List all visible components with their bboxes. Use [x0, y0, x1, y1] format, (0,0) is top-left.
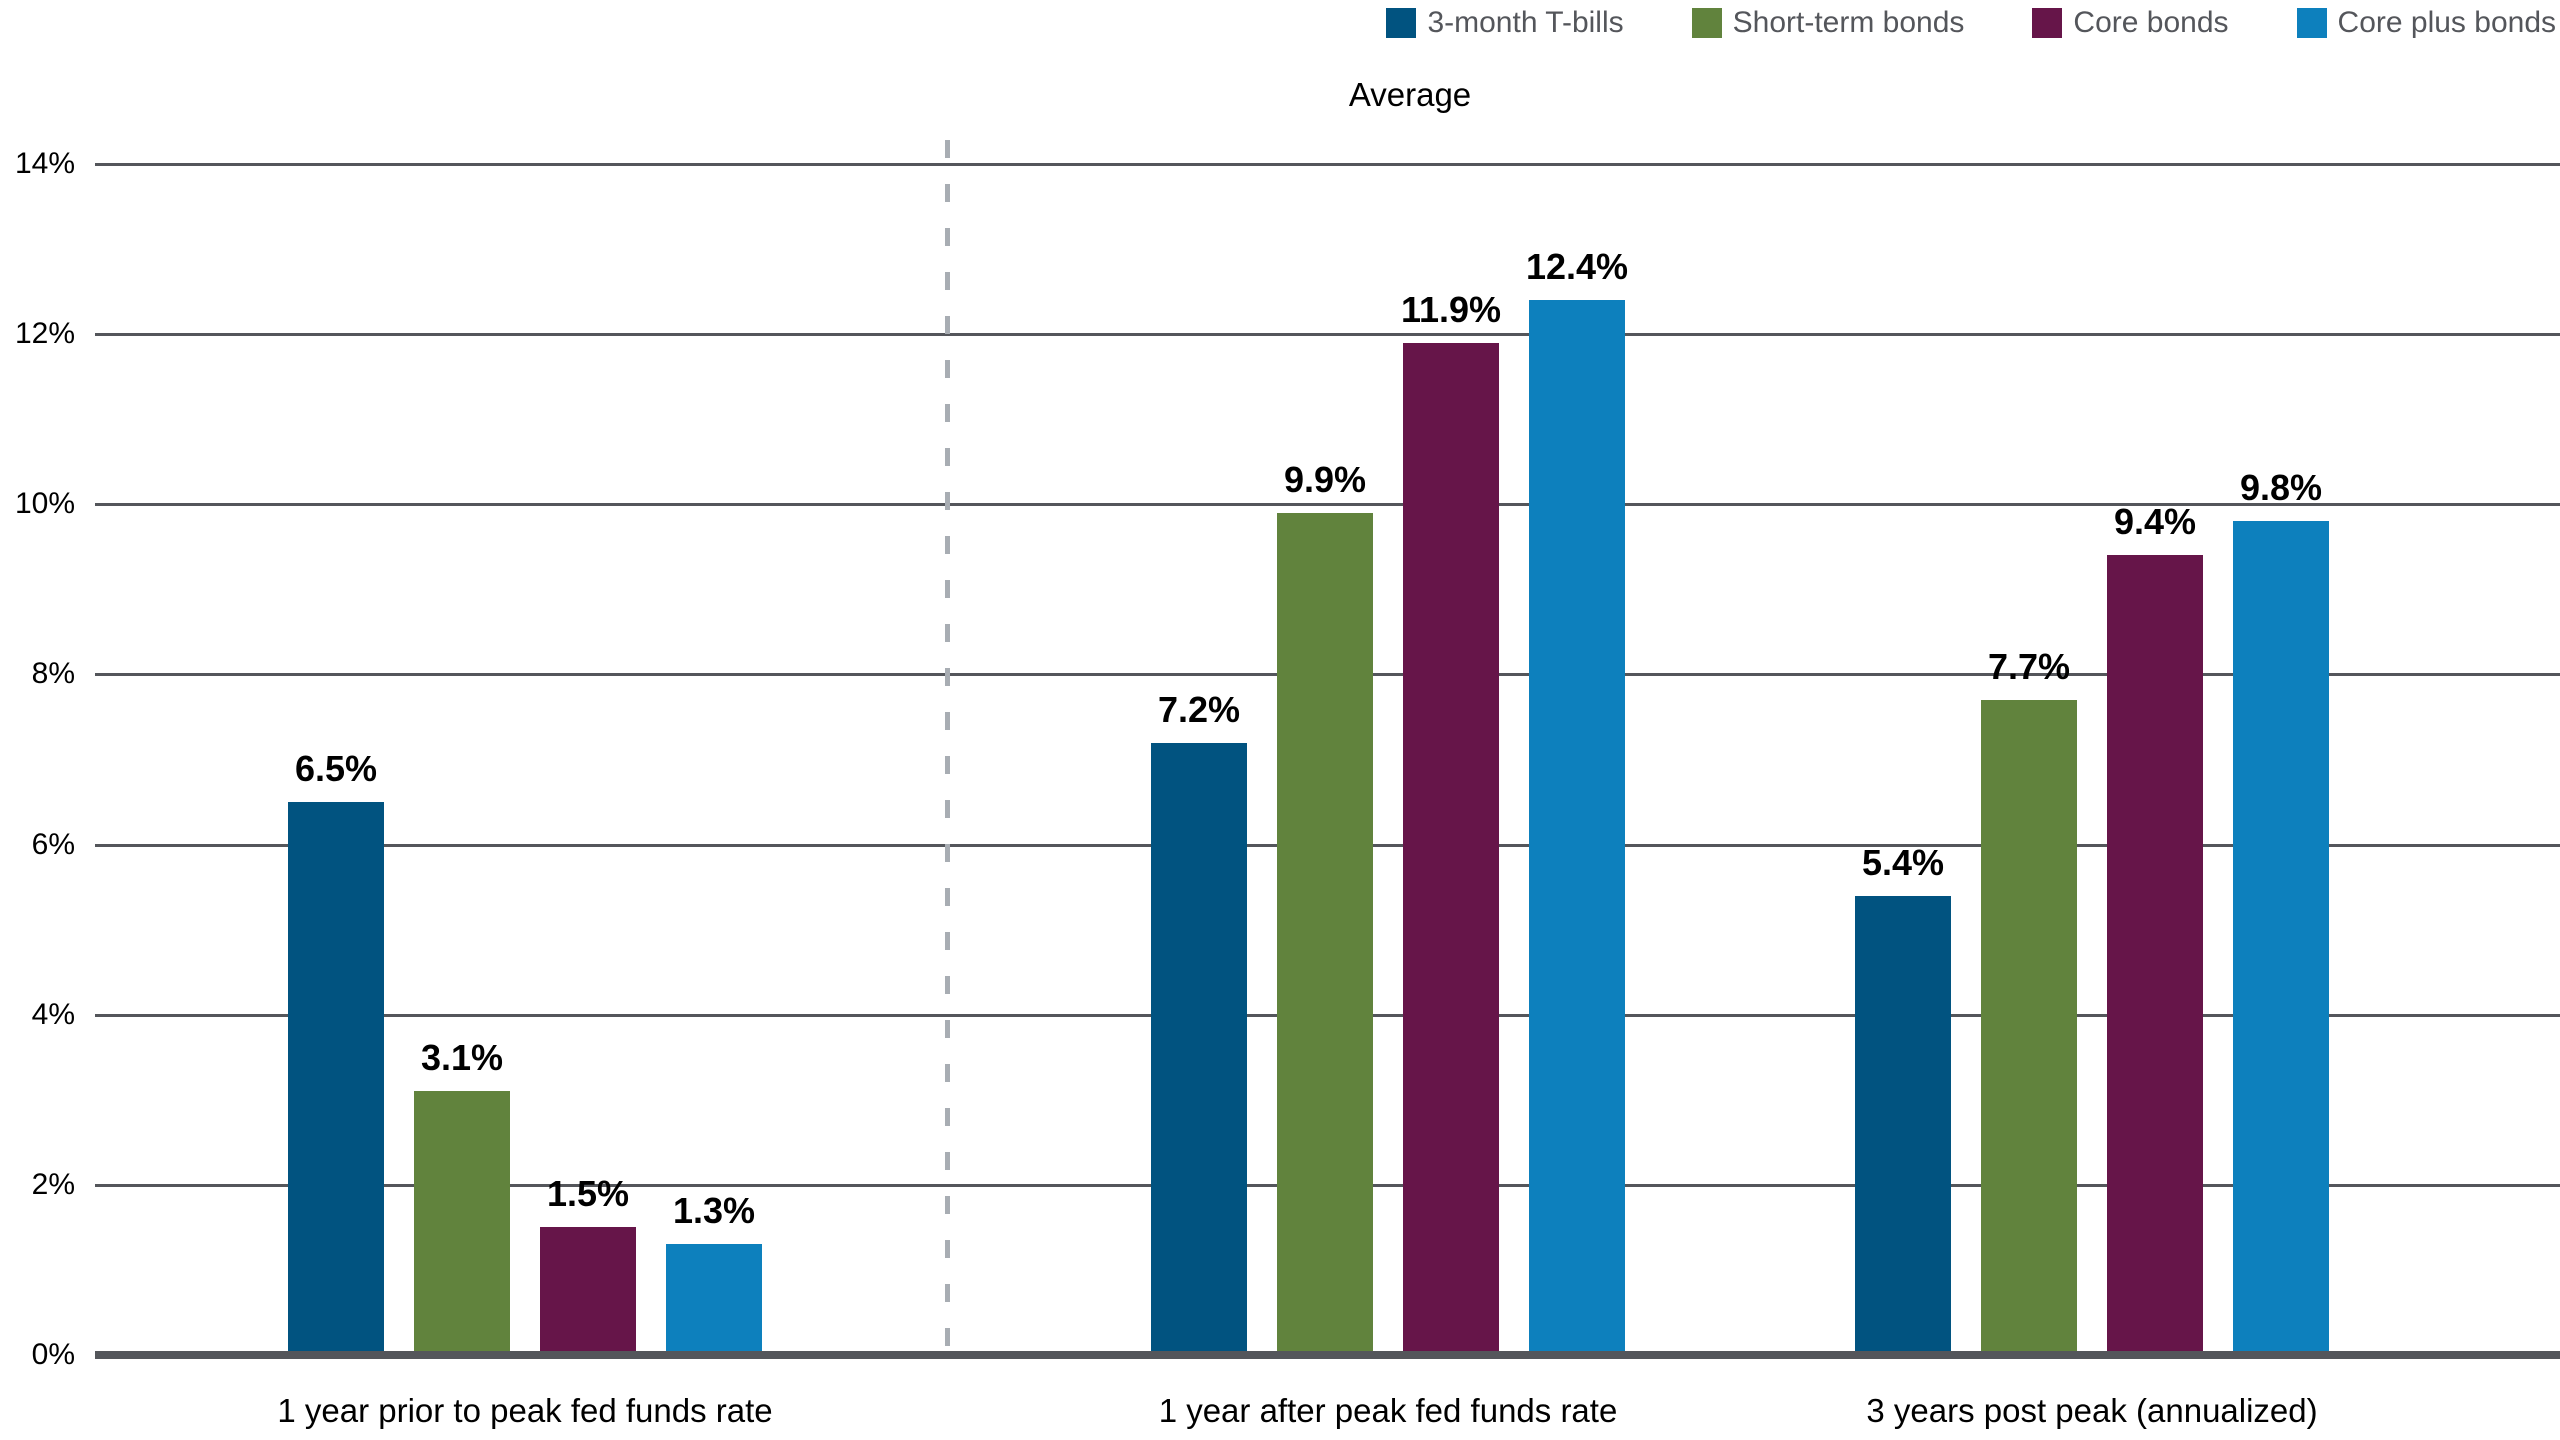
x-category-label: 1 year prior to peak fed funds rate — [277, 1392, 773, 1429]
x-category-label: 1 year after peak fed funds rate — [1158, 1392, 1618, 1429]
bar-value-label: 6.5% — [294, 748, 378, 790]
legend-item: 3-month T-bills — [1386, 6, 1624, 40]
bar-value-label: 7.7% — [1987, 645, 2071, 687]
legend-label: 3-month T-bills — [1427, 6, 1624, 39]
bar-value-label: 9.4% — [2113, 501, 2197, 543]
legend-swatch-icon — [2296, 8, 2327, 38]
bar-value-label: 3.1% — [420, 1037, 504, 1079]
bar-core-bonds — [1403, 342, 1499, 1355]
legend-swatch-icon — [1386, 8, 1417, 38]
bar-3-month-t-bills — [1151, 742, 1247, 1355]
bar-value-label: 1.5% — [546, 1173, 630, 1215]
bar-value-label: 1.3% — [672, 1190, 756, 1232]
bar-short-term-bonds — [1277, 512, 1373, 1355]
bar-value-label: 11.9% — [1400, 288, 1502, 330]
bar-core-bonds — [2107, 555, 2203, 1355]
bar-value-label: 9.9% — [1283, 458, 1367, 500]
legend-label: Core bonds — [2073, 6, 2229, 39]
bar-3-month-t-bills — [288, 802, 384, 1355]
bar-value-label: 7.2% — [1157, 688, 1241, 730]
gridline — [95, 163, 2560, 166]
plot-area: 6.5% 3.1% 1.5% 1.3% 7.2% 9.9% 11.9% 12.4% 5.4% 7.… — [95, 163, 2560, 1355]
y-tick-label: 8% — [31, 657, 75, 691]
bar-short-term-bonds — [414, 1091, 510, 1355]
bar-value-label: 9.8% — [2239, 467, 2323, 509]
legend: 3-month T-bills Short-term bonds Core bond… — [1386, 6, 2556, 40]
legend-label: Short-term bonds — [1732, 6, 1965, 39]
y-tick-label: 10% — [14, 487, 75, 521]
gridline — [95, 503, 2560, 507]
bar-value-label: 12.4% — [1525, 246, 1629, 288]
y-tick-label: 12% — [14, 317, 75, 351]
x-axis-line — [95, 1351, 2560, 1359]
y-tick-label: 14% — [14, 147, 75, 180]
y-tick-label: 0% — [31, 1338, 75, 1371]
legend-swatch-icon — [1691, 8, 1722, 38]
bar-core-plus-bonds — [2233, 521, 2329, 1355]
bar-core-plus-bonds — [1529, 300, 1625, 1355]
y-tick-label: 2% — [31, 1167, 75, 1201]
bar-short-term-bonds — [1981, 699, 2077, 1355]
chart-title: Average — [1348, 76, 1472, 113]
dashed-separator-line — [945, 140, 950, 1352]
bar-core-plus-bonds — [666, 1244, 762, 1355]
bar-3-month-t-bills — [1855, 895, 1951, 1355]
gridline — [95, 333, 2560, 337]
y-tick-label: 4% — [31, 997, 75, 1031]
legend-label: Core plus bonds — [2337, 6, 2556, 39]
legend-item: Short-term bonds — [1691, 6, 1965, 40]
bar-core-bonds — [540, 1227, 636, 1355]
y-tick-label: 6% — [31, 827, 75, 861]
bar-value-label: 5.4% — [1861, 841, 1945, 883]
x-category-label: 3 years post peak (annualized) — [1866, 1392, 2318, 1429]
legend-item: Core plus bonds — [2296, 6, 2556, 40]
legend-swatch-icon — [2032, 8, 2063, 38]
legend-item: Core bonds — [2032, 6, 2229, 40]
